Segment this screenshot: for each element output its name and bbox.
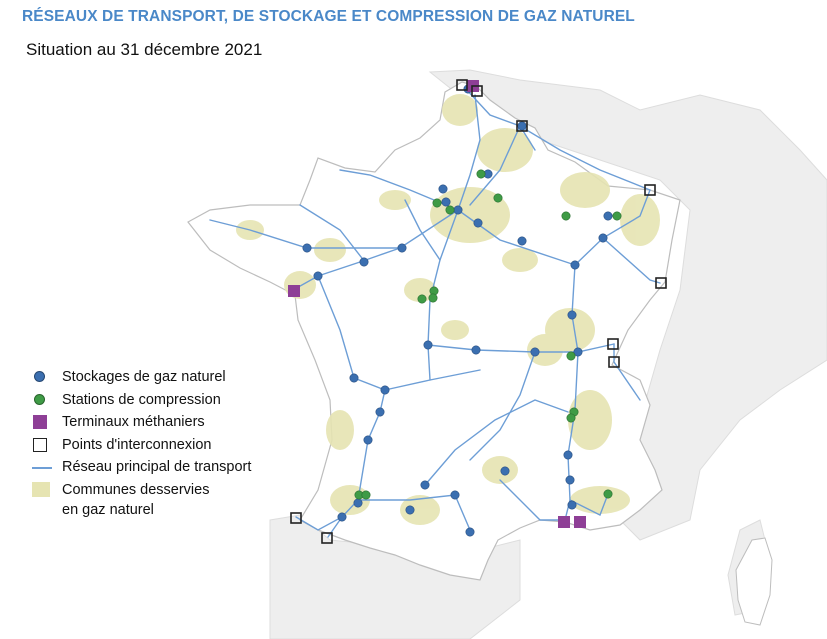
interconnection-point: [608, 356, 620, 368]
interconnection-point: [321, 532, 333, 544]
map-subtitle: Situation au 31 décembre 2021: [26, 40, 263, 59]
legend-item-interconnection: Points d'interconnexion: [32, 434, 251, 457]
interconnection-point: [471, 85, 483, 97]
storage-site: [570, 260, 580, 270]
storage-site: [397, 243, 407, 253]
interconnection-point: [516, 120, 528, 132]
compression-station: [493, 193, 503, 203]
interconnection-point: [290, 512, 302, 524]
compression-station: [612, 211, 622, 221]
legend-label-network: Réseau principal de transport: [62, 459, 252, 475]
compression-station: [428, 293, 438, 303]
compression-station: [432, 198, 442, 208]
compression-station: [603, 489, 613, 499]
storage-site: [573, 347, 583, 357]
lng-square-icon: [32, 411, 48, 434]
interconnection-point: [607, 338, 619, 350]
storage-site: [380, 385, 390, 395]
legend-item-storage: Stockages de gaz naturel: [32, 366, 251, 389]
lng-terminal: [574, 516, 586, 528]
compression-station: [566, 413, 576, 423]
legend-label-served-line2: en gaz naturel: [62, 501, 154, 518]
storage-site: [450, 490, 460, 500]
compression-station: [476, 169, 486, 179]
storage-dot-icon: [32, 366, 48, 389]
served-communes-areas: [236, 94, 660, 525]
storage-site: [353, 498, 363, 508]
storage-site: [530, 347, 540, 357]
legend-label-storage: Stockages de gaz naturel: [62, 369, 226, 385]
storage-site: [473, 218, 483, 228]
corsica-outline: [735, 537, 773, 626]
interconnection-point: [644, 184, 656, 196]
storage-site: [363, 435, 373, 445]
storage-site: [603, 211, 613, 221]
storage-sites: [302, 84, 613, 537]
map-legend: Stockages de gaz naturel Stations de com…: [32, 366, 251, 522]
storage-site: [565, 475, 575, 485]
storage-site: [375, 407, 385, 417]
legend-label-served-line1: Communes desservies: [62, 481, 210, 498]
compression-station: [561, 211, 571, 221]
legend-item-compression: Stations de compression: [32, 389, 251, 412]
storage-site: [453, 205, 463, 215]
interconnection-points: [290, 79, 667, 544]
map-title: RÉSEAUX DE TRANSPORT, DE STOCKAGE ET COM…: [22, 8, 635, 25]
storage-site: [438, 184, 448, 194]
legend-item-lng-terminals: Terminaux méthaniers: [32, 411, 251, 434]
compression-station: [361, 490, 371, 500]
storage-site: [441, 197, 451, 207]
legend-item-network: Réseau principal de transport: [32, 456, 251, 479]
legend-label-lng-terminals: Terminaux méthaniers: [62, 414, 205, 430]
legend-item-served-communes: Communes desservies en gaz naturel: [32, 479, 251, 522]
storage-site: [313, 271, 323, 281]
compression-station: [417, 294, 427, 304]
compression-stations: [354, 169, 622, 500]
legend-label-interconnection: Points d'interconnexion: [62, 436, 212, 453]
compression-station: [566, 351, 576, 361]
storage-site: [567, 500, 577, 510]
interconnection-point: [655, 277, 667, 289]
storage-site: [337, 512, 347, 522]
storage-site: [420, 480, 430, 490]
storage-site: [349, 373, 359, 383]
storage-site: [465, 527, 475, 537]
storage-site: [302, 243, 312, 253]
lng-terminal: [558, 516, 570, 528]
compression-station: [445, 205, 455, 215]
interconnection-point: [456, 79, 468, 91]
served-area-swatch-icon: [32, 479, 50, 502]
storage-site: [359, 257, 369, 267]
interconnection-square-icon: [32, 434, 48, 457]
storage-site: [423, 340, 433, 350]
storage-site: [500, 466, 510, 476]
network-line-icon: [32, 456, 52, 479]
storage-site: [517, 121, 527, 131]
storage-site: [567, 310, 577, 320]
storage-site: [405, 505, 415, 515]
storage-site: [517, 236, 527, 246]
france-outline: [187, 81, 681, 581]
lng-terminal: [288, 285, 300, 297]
storage-site: [471, 345, 481, 355]
storage-site: [563, 450, 573, 460]
legend-label-compression: Stations de compression: [62, 391, 221, 408]
compression-dot-icon: [32, 389, 48, 412]
storage-site: [598, 233, 608, 243]
